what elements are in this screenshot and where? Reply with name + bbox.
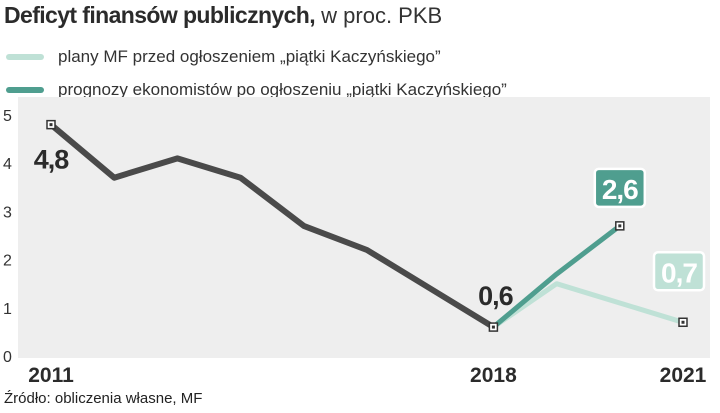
x-tick-label: 2011 xyxy=(28,364,74,387)
legend: plany MF przed ogłoszeniem „piątki Kaczy… xyxy=(6,40,507,106)
chart-title-unit: w proc. PKB xyxy=(315,3,443,28)
source-note: Źródło: obliczenia własne, MF xyxy=(4,390,203,407)
series-line-forecast xyxy=(490,223,623,330)
series-line-plan xyxy=(490,281,686,330)
data-label: 0,7 xyxy=(661,257,697,288)
x-tick-label: 2021 xyxy=(660,364,707,387)
y-tick-label: 2 xyxy=(3,253,12,270)
legend-swatch-plan xyxy=(6,53,44,60)
series-line-actual xyxy=(48,121,497,331)
legend-label-plan: plany MF przed ogłoszeniem „piątki Kaczy… xyxy=(58,46,441,66)
legend-item-forecast: prognozy ekonomistów po ogłoszeniu „piąt… xyxy=(6,73,507,106)
y-tick-label: 4 xyxy=(3,156,12,173)
data-point-marker-dot xyxy=(491,325,495,329)
chart-title: Deficyt finansów publicznych, w proc. PK… xyxy=(4,2,442,32)
data-point-marker-dot xyxy=(618,224,622,228)
data-point-marker-dot xyxy=(49,123,53,127)
x-tick-label: 2018 xyxy=(470,364,517,387)
y-tick-label: 3 xyxy=(3,204,12,221)
data-label: 2,6 xyxy=(602,174,638,205)
y-tick-label: 0 xyxy=(3,349,12,366)
chart-title-main: Deficyt finansów publicznych, xyxy=(4,2,316,28)
y-tick-label: 1 xyxy=(3,301,12,318)
legend-label-forecast: prognozy ekonomistów po ogłoszeniu „piąt… xyxy=(58,79,507,99)
y-tick-label: 5 xyxy=(3,108,12,125)
data-label: 4,8 xyxy=(34,145,70,175)
legend-swatch-forecast xyxy=(6,86,44,93)
data-label: 0,6 xyxy=(478,281,514,311)
legend-item-plan: plany MF przed ogłoszeniem „piątki Kaczy… xyxy=(6,40,507,73)
data-point-marker-dot xyxy=(681,320,685,324)
data-label-box xyxy=(652,251,706,292)
plot-area xyxy=(18,97,710,358)
data-label-box xyxy=(593,167,647,209)
